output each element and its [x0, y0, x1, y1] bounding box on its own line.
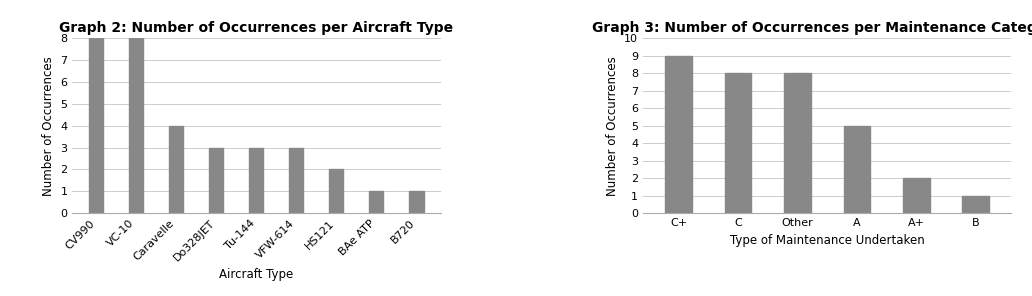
Bar	[963, 196, 989, 213]
Bar	[329, 169, 344, 213]
Bar	[250, 148, 263, 213]
Bar	[89, 38, 103, 213]
Title: Graph 3: Number of Occurrences per Maintenance Category: Graph 3: Number of Occurrences per Maint…	[592, 20, 1032, 35]
X-axis label: Aircraft Type: Aircraft Type	[219, 268, 293, 281]
Bar	[724, 73, 751, 213]
Bar	[784, 73, 811, 213]
Bar	[129, 38, 143, 213]
Bar	[410, 191, 423, 213]
Bar	[369, 191, 384, 213]
X-axis label: Type of Maintenance Undertaken: Type of Maintenance Undertaken	[730, 234, 925, 247]
Bar	[666, 56, 692, 213]
Bar	[843, 126, 870, 213]
Bar	[169, 126, 184, 213]
Bar	[209, 148, 223, 213]
Title: Graph 2: Number of Occurrences per Aircraft Type: Graph 2: Number of Occurrences per Aircr…	[59, 20, 453, 35]
Y-axis label: Number of Occurrences: Number of Occurrences	[41, 56, 55, 196]
Y-axis label: Number of Occurrences: Number of Occurrences	[606, 56, 618, 196]
Bar	[289, 148, 303, 213]
Bar	[903, 178, 930, 213]
